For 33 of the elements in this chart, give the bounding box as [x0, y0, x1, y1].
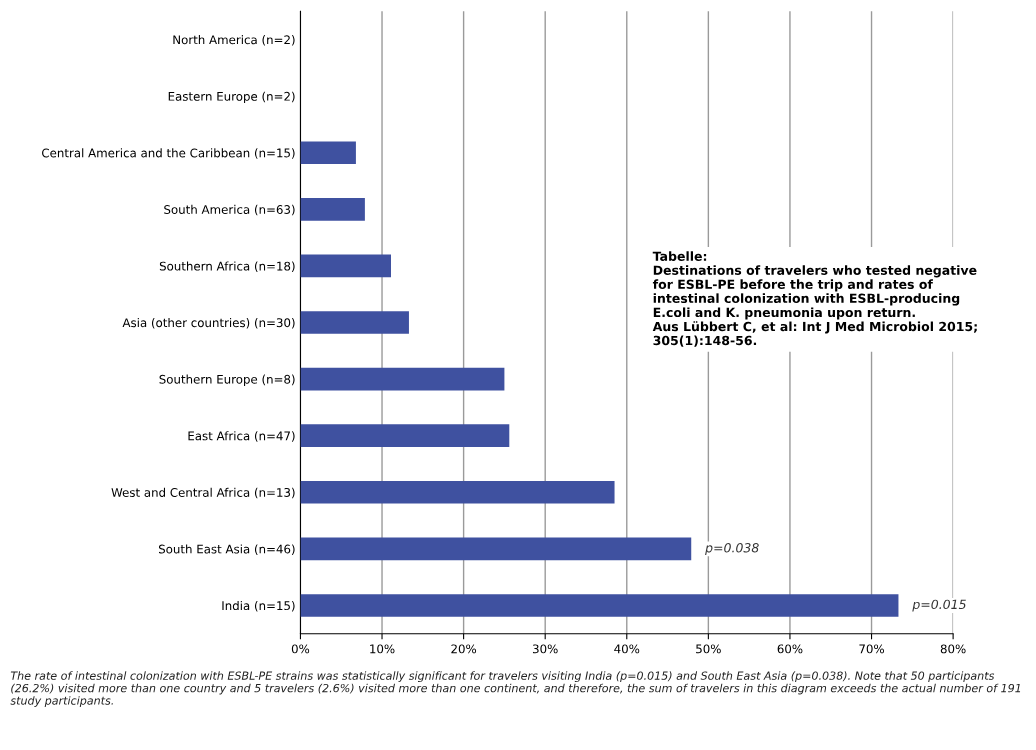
bar: [300, 480, 615, 504]
bar: [300, 311, 409, 334]
y-tick-label: West and Central Africa (n=13): [111, 487, 295, 499]
bar: [300, 198, 365, 221]
annotation: p=0.015: [912, 599, 966, 612]
y-tick-label: South America (n=63): [164, 204, 295, 216]
annotation: p=0.038: [705, 543, 759, 555]
y-tick-label: North America (n=2): [173, 35, 295, 46]
y-tick-label: Southern Africa (n=18): [159, 261, 295, 272]
x-tick-label: 40%: [614, 644, 640, 654]
x-tick-label: 30%: [532, 644, 558, 654]
y-tick-label: Asia (other countries) (n=30): [122, 318, 295, 329]
y-tick-label: South East Asia (n=46): [158, 544, 295, 555]
bar: [300, 254, 391, 278]
x-tick-label: 80%: [940, 644, 966, 654]
bar: [300, 537, 692, 561]
x-tick-label: 70%: [859, 644, 884, 654]
x-tick-label: 20%: [451, 644, 477, 654]
text: The rate of intestinal colonization with ESBL-PE strains was statistically significant for travelers visiting India (p=0.015) and South East Asia (p=0.038). Note that 50 participants (26.2%) visited more than one country and 5 travelers (2.6%) visited more than one continent, and therefore, the sum of travelers in this diagram exceeds the actual number of 191 study participants.: [10, 671, 1021, 707]
x-tick-label: 10%: [370, 644, 395, 654]
y-tick-label: India (n=15): [222, 600, 295, 612]
y-tick-label: Eastern Europe (n=2): [168, 91, 295, 104]
bar: [300, 367, 505, 391]
x-tick-label: 60%: [777, 644, 803, 654]
y-tick-label: Southern Europe (n=8): [159, 374, 295, 387]
y-tick-label: Central America and the Caribbean (n=15): [42, 148, 295, 159]
y-tick-label: East Africa (n=47): [188, 431, 295, 442]
bar: [300, 141, 356, 165]
bar: [300, 594, 899, 617]
x-tick-label: 50%: [696, 644, 721, 654]
x-tick-label: 0%: [291, 644, 310, 654]
annotation: Tabelle: Destinations of travelers who tested negative for ESBL-PE before the trip and rates of intestinal colonization with ESBL-producing E.coli and K. pneumonia upon return. Aus Lübbert C, et al: Int J Med Microbiol 2015; 305(1):148-56.: [652, 251, 977, 347]
bar: [300, 424, 510, 447]
